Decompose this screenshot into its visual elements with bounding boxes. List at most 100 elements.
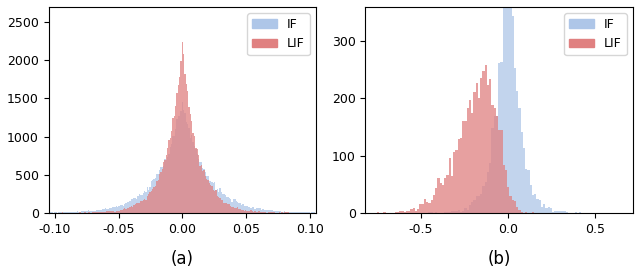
Bar <box>280 211 281 213</box>
Bar <box>238 209 239 213</box>
Bar <box>428 203 431 213</box>
Bar <box>424 198 426 213</box>
Bar <box>462 211 465 213</box>
Bar <box>435 212 437 213</box>
Bar <box>178 116 179 213</box>
Bar <box>265 212 266 213</box>
Bar <box>132 207 133 213</box>
Bar <box>518 210 520 213</box>
Bar <box>184 74 186 213</box>
Bar <box>289 212 291 213</box>
Bar <box>404 212 406 213</box>
Bar <box>78 212 79 213</box>
Bar <box>257 212 259 213</box>
Bar <box>284 211 285 213</box>
Bar <box>505 170 507 213</box>
Bar <box>433 195 435 213</box>
Bar <box>183 110 184 213</box>
Bar <box>120 205 121 213</box>
Bar <box>129 201 131 213</box>
Bar <box>214 182 215 213</box>
Bar <box>194 136 195 213</box>
Bar <box>541 207 543 213</box>
Bar <box>249 211 250 213</box>
Bar <box>152 180 154 213</box>
Bar <box>559 211 561 213</box>
Bar <box>458 139 460 213</box>
Bar <box>74 212 76 213</box>
Bar <box>112 207 113 213</box>
Bar <box>484 65 487 213</box>
Bar <box>269 212 271 213</box>
Bar <box>155 178 156 213</box>
Bar <box>218 197 220 213</box>
Bar <box>256 208 257 213</box>
Bar <box>134 204 136 213</box>
Bar <box>159 174 160 213</box>
Bar <box>460 138 462 213</box>
Bar <box>58 212 60 213</box>
Bar <box>520 212 523 213</box>
Bar <box>525 212 527 213</box>
Bar <box>243 204 244 213</box>
Bar <box>200 162 202 213</box>
Bar <box>383 212 386 213</box>
Bar <box>121 210 122 213</box>
Bar <box>61 212 62 213</box>
Bar <box>276 211 277 213</box>
Bar <box>93 211 94 213</box>
Bar <box>113 211 115 213</box>
Bar <box>509 196 511 213</box>
Bar <box>102 209 104 213</box>
Bar <box>117 211 118 213</box>
Bar <box>188 128 190 213</box>
Bar <box>177 93 178 213</box>
Bar <box>129 208 131 213</box>
Bar <box>554 211 557 213</box>
Bar <box>82 211 83 213</box>
Bar <box>566 212 568 213</box>
Bar <box>480 78 483 213</box>
Bar <box>233 199 234 213</box>
Bar <box>305 212 307 213</box>
Bar <box>476 83 478 213</box>
Bar <box>160 167 161 213</box>
Bar <box>186 84 187 213</box>
Bar <box>480 194 483 213</box>
Bar <box>206 179 207 213</box>
Bar <box>88 212 89 213</box>
Bar <box>563 211 566 213</box>
Bar <box>415 211 417 213</box>
Bar <box>301 212 303 213</box>
Bar <box>241 210 243 213</box>
Bar <box>131 199 132 213</box>
Bar <box>239 209 241 213</box>
Bar <box>288 212 289 213</box>
Bar <box>86 211 88 213</box>
Bar <box>449 212 451 213</box>
Bar <box>283 211 284 213</box>
Bar <box>128 202 129 213</box>
Bar <box>435 188 437 213</box>
Bar <box>166 155 167 213</box>
Bar <box>147 196 148 213</box>
Bar <box>261 212 262 213</box>
Bar <box>478 196 480 213</box>
Bar <box>115 211 116 213</box>
Bar <box>89 211 90 213</box>
Bar <box>478 99 480 213</box>
Bar <box>148 194 149 213</box>
Bar <box>223 194 225 213</box>
Bar <box>431 212 433 213</box>
Bar <box>51 212 52 213</box>
Bar <box>206 176 207 213</box>
Bar <box>273 211 275 213</box>
Bar <box>487 172 489 213</box>
Bar <box>300 212 301 213</box>
Bar <box>552 212 554 213</box>
Bar <box>190 138 191 213</box>
Bar <box>509 0 511 213</box>
Bar <box>230 206 232 213</box>
Bar <box>487 85 489 213</box>
Bar <box>101 210 102 213</box>
